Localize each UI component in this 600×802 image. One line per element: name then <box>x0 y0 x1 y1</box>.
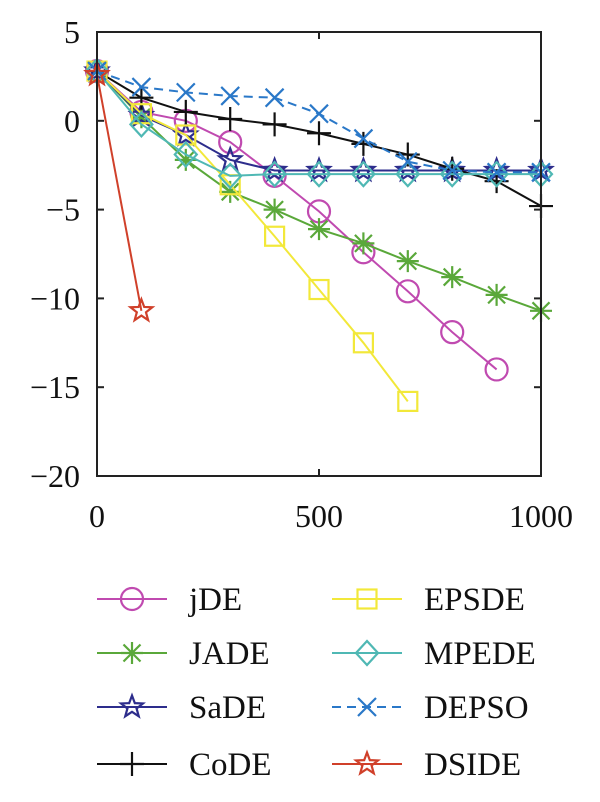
data-point-depso <box>131 77 152 97</box>
legend-label: EPSDE <box>424 582 525 618</box>
series-code <box>85 59 553 219</box>
series-jade <box>86 60 552 322</box>
legend-swatch-marker <box>120 752 144 776</box>
data-point-depso <box>353 128 374 149</box>
series-line-dside <box>96 74 143 312</box>
legend-label: JADE <box>189 636 270 672</box>
series-depso <box>87 61 551 183</box>
legend-swatch-marker <box>353 749 381 776</box>
data-point-jade <box>308 218 330 241</box>
legend-item-sade: SaDE <box>97 690 266 726</box>
data-point-epsde <box>264 225 286 247</box>
series-layer <box>83 56 555 413</box>
data-point-code <box>129 85 154 110</box>
series-line-sade <box>96 70 541 172</box>
data-point-mpede <box>217 162 243 190</box>
legend-item-mpede: MPEDE <box>332 636 536 672</box>
data-point-jade <box>441 266 464 289</box>
legend-label: MPEDE <box>424 636 536 672</box>
data-point-code <box>351 131 376 156</box>
x-tick-label: 0 <box>89 498 105 534</box>
data-point-sade <box>349 155 378 183</box>
data-point-depso <box>176 82 196 103</box>
legend-item-dside: DSIDE <box>332 747 521 783</box>
data-point-jade <box>219 180 242 203</box>
data-point-epsde <box>308 278 330 301</box>
series-jde <box>84 58 509 382</box>
legend-label: CoDE <box>189 747 272 783</box>
data-point-jde <box>484 357 509 382</box>
legend-item-code: CoDE <box>97 747 272 783</box>
data-point-depso <box>398 151 418 172</box>
legend-item-jde: jDE <box>97 582 242 618</box>
y-tick-label: −5 <box>46 192 80 228</box>
legend-swatch-marker <box>354 639 380 667</box>
legend-label: SaDE <box>189 690 266 726</box>
data-point-dside <box>127 296 156 323</box>
data-point-depso <box>309 103 329 124</box>
legend-swatch-marker <box>118 692 146 719</box>
data-point-jade <box>485 283 508 306</box>
legend-swatch-marker <box>356 588 378 610</box>
data-point-code <box>262 112 287 137</box>
data-point-sade <box>393 155 422 183</box>
data-point-epsde <box>352 332 374 354</box>
data-point-jade <box>174 148 197 171</box>
legend-item-epsde: EPSDE <box>332 582 525 618</box>
data-point-jde <box>218 130 243 155</box>
data-point-jade <box>396 250 419 273</box>
legend-label: jDE <box>188 582 242 618</box>
data-point-depso <box>220 86 240 106</box>
data-point-epsde <box>175 124 197 146</box>
data-point-mpede <box>306 160 332 188</box>
data-point-code <box>307 121 331 146</box>
series-line-jde <box>96 70 498 371</box>
legend-swatch-marker <box>121 642 143 664</box>
data-point-jade <box>130 106 153 129</box>
y-tick-label: 0 <box>64 103 80 139</box>
ticks-layer: 50−5−10−15−200 500 1000 <box>30 14 573 534</box>
data-point-mpede <box>173 140 199 169</box>
data-point-depso <box>486 162 507 183</box>
y-tick-label: −20 <box>30 458 80 494</box>
data-point-mpede <box>262 160 288 188</box>
data-point-code <box>218 107 243 132</box>
y-tick-label: 5 <box>64 14 80 50</box>
legend-swatch-marker <box>119 586 145 612</box>
data-point-epsde <box>397 390 419 413</box>
data-point-mpede <box>484 160 510 188</box>
data-point-mpede <box>350 160 376 188</box>
legend-item-depso: DEPSO <box>332 690 529 726</box>
legend: jDE JADE SaDE CoDE EPSDE MPEDE DEPSO DSIDE <box>97 582 536 783</box>
legend-item-jade: JADE <box>97 636 270 672</box>
data-point-jde <box>395 279 420 304</box>
data-point-sade <box>127 100 156 128</box>
x-tick-label: 1000 <box>509 498 573 534</box>
plot-frame <box>96 31 542 477</box>
series-line-mpede <box>96 70 541 177</box>
data-point-depso <box>264 87 285 108</box>
data-point-jde <box>440 320 465 345</box>
data-point-sade <box>305 155 333 183</box>
data-point-code <box>173 99 198 124</box>
data-point-sade <box>260 155 289 183</box>
data-point-jade <box>352 232 375 255</box>
legend-label: DEPSO <box>424 690 529 726</box>
y-tick-label: −10 <box>30 280 80 316</box>
data-point-jade <box>263 198 286 221</box>
legend-swatch-marker <box>357 697 377 717</box>
data-point-depso <box>442 160 462 181</box>
y-tick-label: −15 <box>30 369 80 405</box>
x-tick-label: 500 <box>295 498 343 534</box>
data-point-mpede <box>128 110 154 138</box>
legend-label: DSIDE <box>424 747 521 783</box>
series-line-jade <box>96 70 542 312</box>
